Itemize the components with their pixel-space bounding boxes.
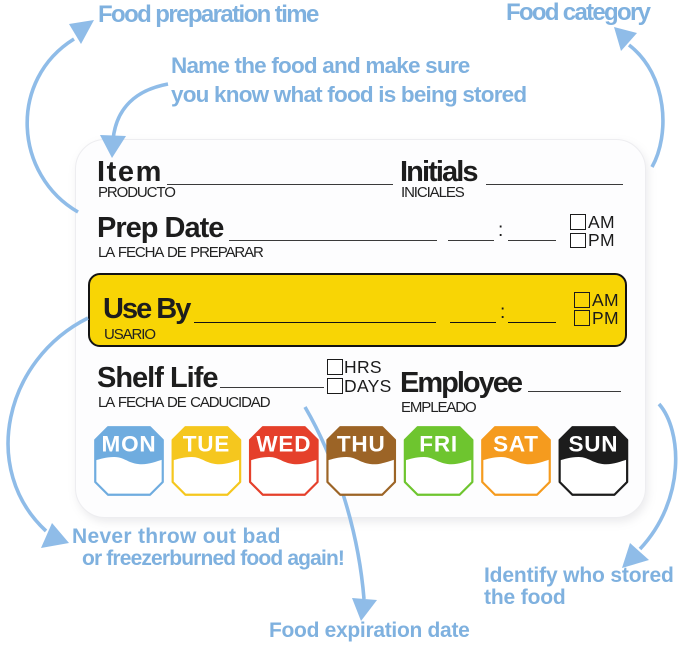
svg-text:SUN: SUN	[568, 432, 618, 457]
svg-text:TUE: TUE	[183, 432, 230, 457]
svg-text:MON: MON	[102, 432, 157, 457]
svg-text:FRI: FRI	[419, 432, 458, 457]
svg-text:THU: THU	[337, 432, 386, 457]
svg-text:SAT: SAT	[493, 432, 539, 457]
svg-text:WED: WED	[256, 432, 311, 457]
